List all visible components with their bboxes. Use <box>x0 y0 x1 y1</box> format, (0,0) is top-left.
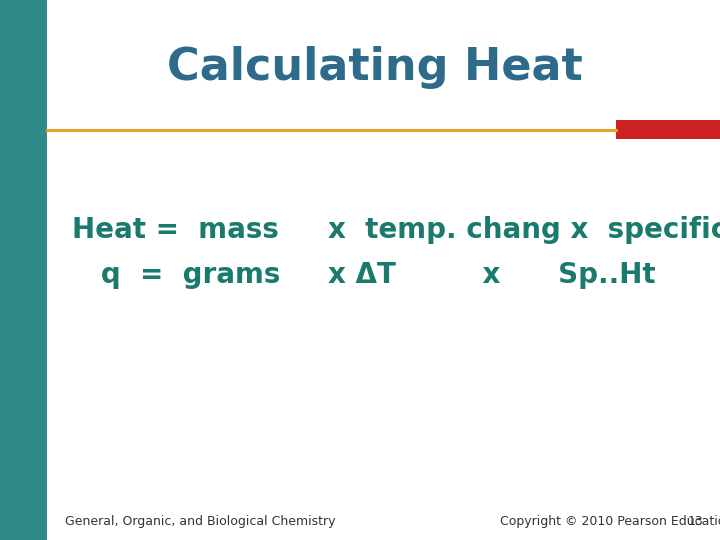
Text: Copyright © 2010 Pearson Education, Inc.: Copyright © 2010 Pearson Education, Inc. <box>500 515 720 528</box>
Text: q  =  grams: q = grams <box>72 261 280 289</box>
Text: General, Organic, and Biological Chemistry: General, Organic, and Biological Chemist… <box>65 515 336 528</box>
Text: x ΔT         x      Sp..Ht: x ΔT x Sp..Ht <box>328 261 655 289</box>
Text: Heat =  mass: Heat = mass <box>72 215 279 244</box>
Text: Calculating Heat: Calculating Heat <box>166 46 582 89</box>
Text: x  temp. chang x  specific heat: x temp. chang x specific heat <box>328 215 720 244</box>
Text: 13: 13 <box>688 515 703 528</box>
Bar <box>616 120 720 139</box>
Bar <box>0 0 47 540</box>
